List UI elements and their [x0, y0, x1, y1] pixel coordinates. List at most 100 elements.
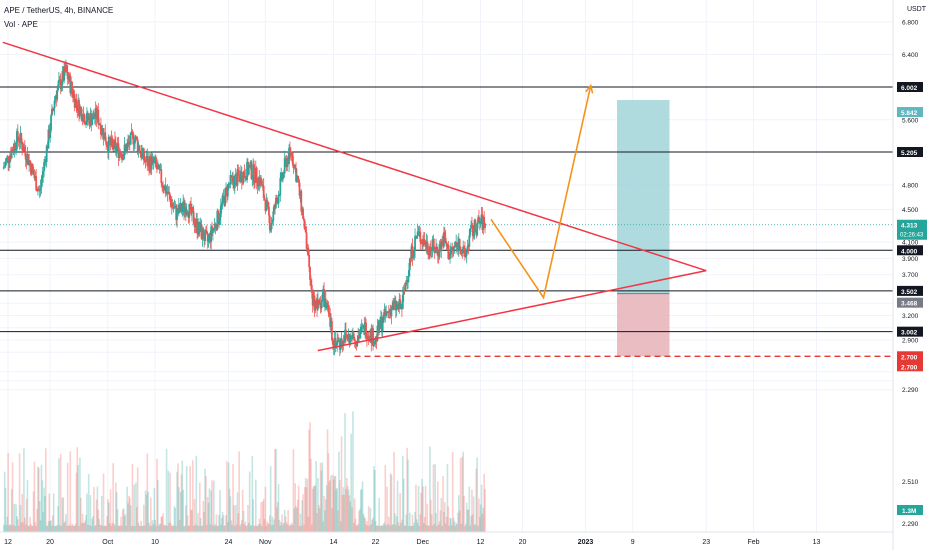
stop-badge: 2.700	[901, 354, 918, 361]
volume-bar	[366, 521, 368, 532]
candle-body	[359, 334, 361, 338]
volume-bar	[210, 490, 212, 532]
volume-bar	[28, 525, 30, 532]
level-badge: 6.002	[901, 85, 918, 92]
candle-body	[310, 284, 313, 293]
candle-body	[161, 183, 164, 186]
candle-body	[459, 246, 462, 255]
volume-bar	[190, 509, 192, 532]
candle-body	[80, 108, 83, 121]
volume-bar	[240, 523, 242, 532]
candle-body	[100, 125, 102, 135]
candle-body	[224, 188, 227, 206]
stop-zone[interactable]	[617, 293, 670, 357]
volume-bar	[356, 525, 359, 532]
volume-bar	[112, 463, 114, 532]
volume-bar	[266, 521, 268, 532]
candle-body	[40, 181, 43, 188]
symbol-title[interactable]: APE / TetherUS, 4h, BINANCE	[4, 6, 114, 15]
volume-bar	[15, 504, 17, 532]
volume-bar	[23, 448, 25, 532]
volume-bar	[465, 523, 467, 532]
volume-bar	[367, 525, 369, 532]
candle-body	[443, 232, 445, 247]
candle-body	[352, 333, 355, 339]
level-badge: 3.502	[901, 289, 918, 296]
horizontal-levels[interactable]	[0, 86, 893, 357]
volume-bar	[286, 524, 289, 532]
trendline[interactable]	[2, 41, 707, 272]
volume-bar	[478, 498, 480, 532]
volume-bar	[469, 525, 471, 532]
volume-bar	[43, 487, 45, 532]
volume-bar	[13, 503, 16, 532]
volume-bar	[259, 523, 261, 532]
volume-bar	[191, 510, 193, 532]
candle-body	[361, 325, 364, 327]
volume-bar	[214, 524, 217, 532]
candle-body	[419, 232, 422, 242]
volume-bar	[70, 525, 72, 532]
candle-body	[5, 158, 8, 162]
candle-body	[184, 207, 187, 215]
volume-bar	[100, 524, 102, 532]
candle-body	[114, 139, 116, 143]
volume-bar	[460, 523, 463, 532]
volume-bar	[39, 520, 42, 532]
volume-bar	[272, 524, 275, 532]
price-axis[interactable]: 6.800 6.400 5.600 4.800 4.500 4.100 3.900 3.700…	[892, 0, 927, 550]
volume-bar	[24, 524, 27, 532]
volume-bar	[463, 495, 465, 532]
projection-line[interactable]	[490, 85, 592, 300]
volume-bar	[158, 524, 161, 532]
target-zone[interactable]	[617, 100, 670, 294]
volume-bar	[74, 523, 77, 532]
volume-bar	[388, 516, 390, 532]
volume-bar	[142, 525, 144, 532]
volume-bar	[234, 525, 236, 532]
volume-bar	[265, 525, 268, 532]
volume-bar	[119, 525, 121, 532]
volume-bar	[51, 525, 53, 532]
volume-bar	[411, 514, 414, 532]
trendline[interactable]	[317, 269, 707, 352]
volume-bar	[303, 524, 305, 532]
volume-bar	[38, 501, 41, 532]
time-axis[interactable]: 12 20 Oct 10 24 Nov 14 22 Dec 12 20 2023 9 23 Feb 13	[0, 531, 893, 546]
candle-body	[52, 108, 55, 111]
volume-bar	[451, 524, 453, 532]
candle-body	[210, 226, 213, 243]
volume-bar	[19, 504, 22, 532]
candle-body	[390, 306, 393, 317]
volume-bar	[143, 525, 146, 532]
volume-bar	[313, 486, 316, 532]
volume-bar	[3, 471, 6, 532]
volume-bar	[405, 514, 408, 532]
volume-bar	[381, 525, 384, 532]
volume-bar	[129, 505, 132, 532]
volume-bar	[171, 525, 174, 532]
volume-bar	[434, 464, 436, 532]
volume-bar	[301, 500, 303, 532]
volume-bar	[208, 488, 211, 532]
candle-body	[196, 218, 199, 234]
candle-body	[129, 132, 132, 145]
volume-bar	[227, 462, 230, 532]
volume-bar	[192, 460, 194, 532]
long-position-tool[interactable]	[617, 100, 670, 357]
triangle-trendlines[interactable]	[2, 41, 707, 352]
time-tick-label: Dec	[417, 539, 430, 546]
volume-bar	[429, 446, 431, 532]
candle-body	[474, 220, 477, 231]
volume-bar	[421, 478, 423, 532]
volume-bar	[317, 478, 319, 532]
volume-bar	[369, 507, 372, 532]
volume-bar	[132, 525, 135, 532]
volume-bar	[127, 503, 129, 532]
price-tick-label: 3.200	[902, 313, 919, 320]
volume-bar	[436, 525, 438, 532]
volume-bar	[294, 483, 296, 532]
projection-path[interactable]	[490, 83, 594, 300]
volume-bar	[101, 495, 103, 532]
